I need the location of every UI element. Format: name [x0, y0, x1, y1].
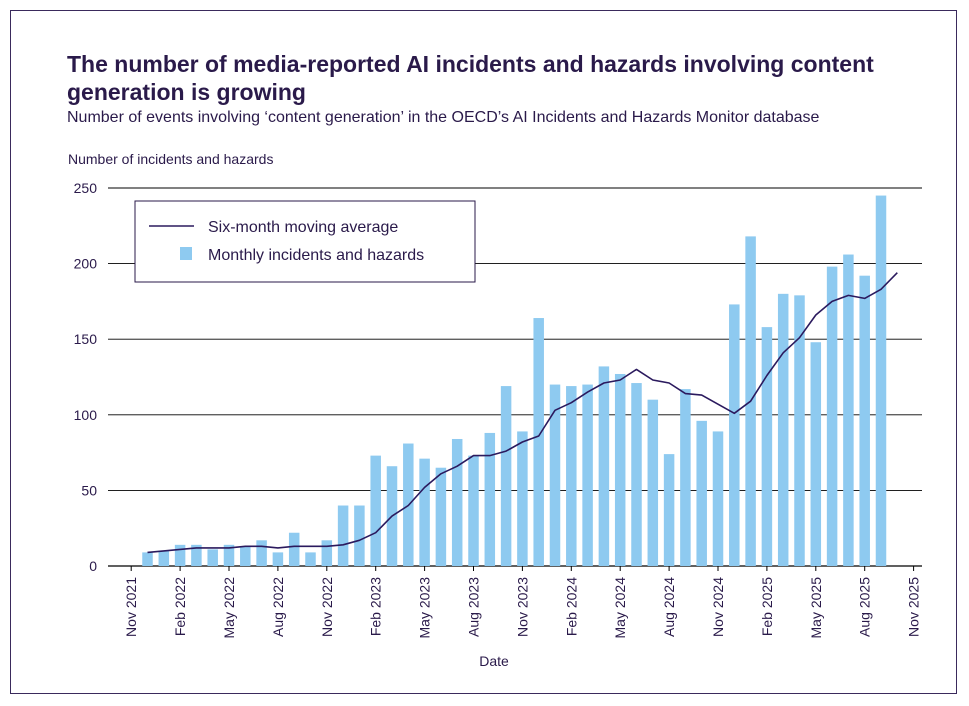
chart-frame: [10, 10, 957, 694]
x-tick-label-0: Nov 2021: [123, 577, 139, 637]
y-tick-label-50: 50: [81, 482, 97, 498]
x-tick-label-10: May 2024: [612, 577, 628, 639]
x-tick-label-5: Feb 2023: [368, 577, 384, 636]
bar-nov-2023: [517, 431, 528, 566]
chart-subtitle: Number of events involving ‘content gene…: [67, 109, 820, 126]
bar-feb-2023: [370, 455, 381, 566]
x-tick-label-2: May 2022: [221, 577, 237, 639]
bar-apr-2024: [598, 366, 610, 566]
bar-jun-2025: [826, 266, 838, 566]
bar-may-2023: [419, 458, 430, 566]
y-tick-label-0: 0: [89, 558, 97, 574]
bar-jul-2024: [647, 399, 659, 566]
bar-jan-2022: [158, 550, 170, 566]
legend-bar-swatch: [180, 247, 192, 260]
x-tick-label-12: Nov 2024: [710, 577, 726, 637]
x-tick-label-14: May 2025: [808, 577, 824, 639]
bar-may-2022: [223, 544, 235, 566]
bar-feb-2024: [566, 386, 577, 566]
x-tick-label-4: Nov 2022: [319, 577, 335, 637]
bar-may-2024: [614, 373, 626, 566]
chart-title: The number of media-reported AI incident…: [67, 51, 874, 105]
bar-aug-2025: [859, 275, 870, 566]
bar-aug-2022: [272, 552, 284, 566]
bar-aug-2024: [663, 454, 675, 566]
y-tick-label-150: 150: [74, 331, 98, 347]
x-tick-label-1: Feb 2022: [172, 577, 188, 636]
x-tick-label-9: Feb 2024: [563, 577, 579, 636]
bar-jun-2024: [631, 383, 642, 566]
bar-nov-2024: [712, 431, 724, 566]
bar-jan-2024: [549, 384, 561, 566]
bar-sep-2025: [875, 195, 887, 566]
bar-dec-2023: [533, 318, 544, 566]
moving-average-line: [147, 272, 898, 554]
bar-dec-2024: [729, 304, 740, 566]
bar-oct-2022: [305, 552, 316, 566]
y-tick-label-250: 250: [74, 180, 98, 196]
y-tick-label-200: 200: [74, 256, 98, 272]
bar-oct-2024: [696, 420, 707, 566]
bar-mar-2025: [777, 293, 789, 566]
x-tick-label-3: Aug 2022: [270, 577, 286, 637]
bar-jun-2022: [240, 546, 251, 566]
y-tick-labels: 0 50 100 150 200 250: [74, 180, 98, 574]
bar-nov-2022: [321, 540, 333, 566]
bar-sep-2024: [680, 389, 691, 566]
legend-box: [134, 200, 476, 283]
legend-label-moving-average: Six-month moving average: [208, 219, 398, 236]
x-axis-label: Date: [479, 653, 509, 669]
x-tick-label-13: Feb 2025: [759, 577, 775, 636]
x-tick-label-7: Aug 2023: [466, 577, 482, 637]
bar-jun-2023: [435, 467, 447, 566]
x-tick-labels: Nov 2021 Feb 2022 May 2022 Aug 2022 Nov 2022…: [123, 566, 922, 639]
bar-jul-2025: [843, 254, 854, 566]
legend: Six-month moving average Monthly inciden…: [134, 200, 476, 283]
x-tick-label-6: May 2023: [417, 577, 433, 639]
bar-may-2025: [810, 342, 822, 566]
bar-mar-2024: [582, 384, 593, 566]
bar-sep-2023: [484, 432, 496, 566]
x-tick-label-15: Aug 2025: [857, 577, 873, 637]
bar-apr-2022: [207, 549, 218, 566]
bar-apr-2025: [794, 295, 805, 566]
moving-average-line-group: [147, 272, 898, 554]
bar-jul-2022: [256, 540, 267, 566]
bar-dec-2022: [337, 505, 349, 566]
bar-sep-2022: [288, 532, 300, 566]
bars-group: [142, 195, 887, 566]
bar-jul-2023: [451, 438, 463, 566]
x-tick-label-16: Nov 2025: [906, 577, 922, 637]
x-tick-label-8: Nov 2023: [514, 577, 530, 637]
bar-dec-2021: [142, 552, 153, 566]
bar-aug-2023: [468, 455, 479, 566]
y-tick-label-100: 100: [74, 407, 98, 423]
y-axis-label: Number of incidents and hazards: [68, 151, 273, 167]
legend-label-monthly: Monthly incidents and hazards: [208, 247, 424, 264]
bar-jan-2023: [354, 505, 365, 566]
bar-mar-2022: [191, 544, 202, 566]
bar-feb-2022: [174, 544, 186, 566]
bar-oct-2023: [500, 386, 512, 566]
bar-feb-2025: [761, 327, 773, 566]
x-tick-label-11: Aug 2024: [661, 577, 677, 637]
